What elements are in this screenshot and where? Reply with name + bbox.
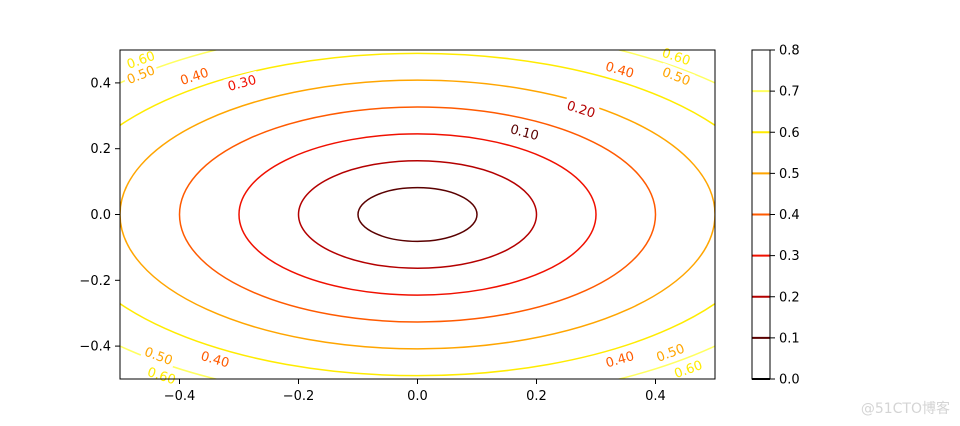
contour-line-0.10	[357, 186, 478, 243]
contour-label-bg	[143, 362, 181, 389]
contour-label-bg	[122, 46, 160, 74]
contour-label: 0.40	[199, 349, 231, 371]
colorbar-tick-label: 0.3	[779, 249, 800, 264]
x-tick-label: −0.2	[283, 389, 315, 404]
y-tick-label: −0.2	[79, 274, 111, 289]
x-axis: −0.4 −0.2 0.0 0.2 0.4	[164, 379, 666, 404]
contour-label-bg	[657, 62, 696, 90]
y-tick-label: 0.4	[90, 76, 111, 91]
x-tick-label: 0.2	[526, 389, 547, 404]
y-tick-label: −0.4	[79, 340, 111, 355]
contour-label-bg	[669, 355, 707, 383]
colorbar-tick-label: 0.6	[779, 126, 800, 141]
contour-lines	[120, 50, 715, 379]
colorbar-tick-label: 0.8	[779, 44, 800, 59]
contour-label-bg	[601, 346, 639, 372]
y-axis: −0.4 −0.2 0.0 0.2 0.4	[79, 76, 120, 355]
colorbar-tick-label: 0.1	[779, 331, 800, 346]
colorbar-tick-label: 0.5	[779, 167, 800, 182]
contour-label: 0.50	[655, 342, 687, 366]
contour-label-bg	[601, 57, 639, 83]
colorbar-tick-label: 0.0	[779, 373, 800, 388]
contour-label-bg	[506, 120, 544, 145]
watermark: @51CTO博客	[860, 401, 950, 417]
contour-label-bg	[196, 346, 234, 372]
contour-label-bg	[223, 70, 261, 96]
contour-label: 0.40	[604, 349, 636, 371]
contour-label: 0.50	[142, 345, 174, 369]
contour-line-0.40	[178, 106, 657, 323]
contour-label-bg	[562, 96, 600, 122]
contour-line-0.20	[297, 160, 538, 269]
colorbar-tick-label: 0.2	[779, 290, 800, 305]
contour-line-0.60	[120, 52, 715, 377]
x-tick-label: −0.4	[164, 389, 196, 404]
contour-label: 0.30	[226, 73, 258, 95]
contour-label-bg	[139, 342, 178, 370]
contour-label: 0.40	[179, 66, 211, 89]
contour-line-0.50	[120, 79, 715, 350]
x-tick-label: 0.0	[407, 389, 428, 404]
contour-line-0.30	[238, 133, 597, 296]
colorbar-tick-label: 0.4	[779, 208, 800, 223]
contour-label-bg	[122, 60, 160, 89]
plot-frame	[119, 49, 716, 380]
contour-label: 0.60	[145, 365, 177, 388]
colorbar: 0.0 0.1 0.2 0.3 0.4 0.5 0.6 0.7 0.8	[751, 44, 800, 388]
y-tick-label: 0.0	[90, 208, 111, 223]
contour-labels: 0.100.200.300.40 0.400.40 0.400.50 0.500.50…	[122, 43, 707, 389]
x-tick-label: 0.4	[645, 389, 666, 404]
y-tick-label: 0.2	[90, 142, 111, 157]
contour-label: 0.20	[565, 99, 597, 122]
colorbar-tick-label: 0.7	[779, 85, 800, 100]
contour-label-bg	[175, 63, 214, 90]
contour-label-bg	[651, 339, 690, 367]
contour-label: 0.10	[508, 122, 540, 144]
